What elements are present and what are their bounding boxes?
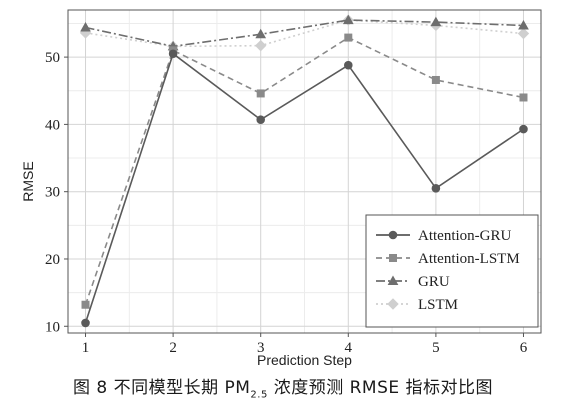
legend-label-lstm: LSTM xyxy=(418,297,458,313)
x-tick-label: 5 xyxy=(432,340,440,356)
data-point-attention-gru xyxy=(343,60,353,70)
series-line-attention-gru xyxy=(84,52,524,324)
legend-label-attention-lstm: Attention-LSTM xyxy=(418,251,520,267)
series-attention-gru xyxy=(81,49,528,328)
x-tick-label: 6 xyxy=(520,340,528,356)
series-gru xyxy=(80,14,529,51)
x-axis-ticks: 1 2 3 4 5 6 xyxy=(82,333,528,356)
data-point-attention-lstm xyxy=(81,300,90,309)
data-point-gru xyxy=(518,19,529,30)
data-point-attention-lstm xyxy=(431,75,440,84)
caption-suffix: 浓度预测 RMSE 指标对比图 xyxy=(267,378,494,398)
data-point-gru xyxy=(80,21,91,32)
x-tick-label: 3 xyxy=(257,340,265,356)
plot-frame xyxy=(67,9,542,334)
data-point-attention-lstm xyxy=(344,33,353,42)
y-tick-label: 10 xyxy=(45,319,60,335)
series-line-attention-lstm xyxy=(84,36,524,305)
legend: Attention-GRU Attention-LSTM GRU LSTM xyxy=(365,214,539,328)
legend-marker-lstm xyxy=(387,298,399,310)
data-point-attention-lstm xyxy=(256,89,265,98)
data-point-gru xyxy=(430,16,442,27)
legend-item-lstm: LSTM xyxy=(376,297,458,313)
legend-marker-gru xyxy=(387,275,399,285)
y-tick-label: 20 xyxy=(45,252,60,268)
y-tick-label: 30 xyxy=(45,185,60,201)
legend-marker-attention-gru xyxy=(388,230,398,240)
legend-item-gru: GRU xyxy=(376,274,450,290)
y-axis-ticks: 10 20 30 40 50 xyxy=(45,50,68,335)
data-point-attention-gru xyxy=(256,115,266,124)
x-axis-title: Prediction Step xyxy=(257,352,352,368)
data-point-lstm xyxy=(517,27,530,40)
legend-label-gru: GRU xyxy=(418,274,450,290)
legend-label-attention-gru: Attention-GRU xyxy=(418,228,511,244)
y-tick-label: 50 xyxy=(45,50,60,66)
data-point-attention-lstm xyxy=(519,93,528,102)
x-tick-label: 1 xyxy=(82,340,90,356)
x-tick-label: 4 xyxy=(345,340,353,356)
series-line-lstm xyxy=(85,19,524,48)
caption-prefix: 图 8 不同模型长期 PM xyxy=(72,378,251,398)
series-group xyxy=(79,14,530,328)
data-point-gru xyxy=(342,14,354,25)
legend-item-attention-gru: Attention-GRU xyxy=(376,228,511,244)
chart: 1 2 3 4 5 6 10 20 30 40 50 Prediction Step RMSE A… xyxy=(20,9,542,368)
y-axis-title: RMSE xyxy=(20,161,36,201)
data-point-attention-gru xyxy=(168,49,178,59)
data-point-lstm xyxy=(254,39,267,52)
legend-marker-attention-lstm xyxy=(389,254,397,262)
legend-item-attention-lstm: Attention-LSTM xyxy=(376,251,520,267)
caption-subscript: 2.5 xyxy=(250,389,268,401)
x-tick-label: 2 xyxy=(169,340,177,356)
figure-caption: 图 8 不同模型长期 PM2.5 浓度预测 RMSE 指标对比图 xyxy=(0,373,566,400)
data-point-attention-gru xyxy=(431,184,441,193)
series-line-gru xyxy=(85,19,524,48)
data-point-gru xyxy=(255,28,267,39)
data-point-attention-gru xyxy=(519,124,528,134)
y-tick-label: 40 xyxy=(45,117,60,133)
data-point-attention-gru xyxy=(81,318,90,328)
